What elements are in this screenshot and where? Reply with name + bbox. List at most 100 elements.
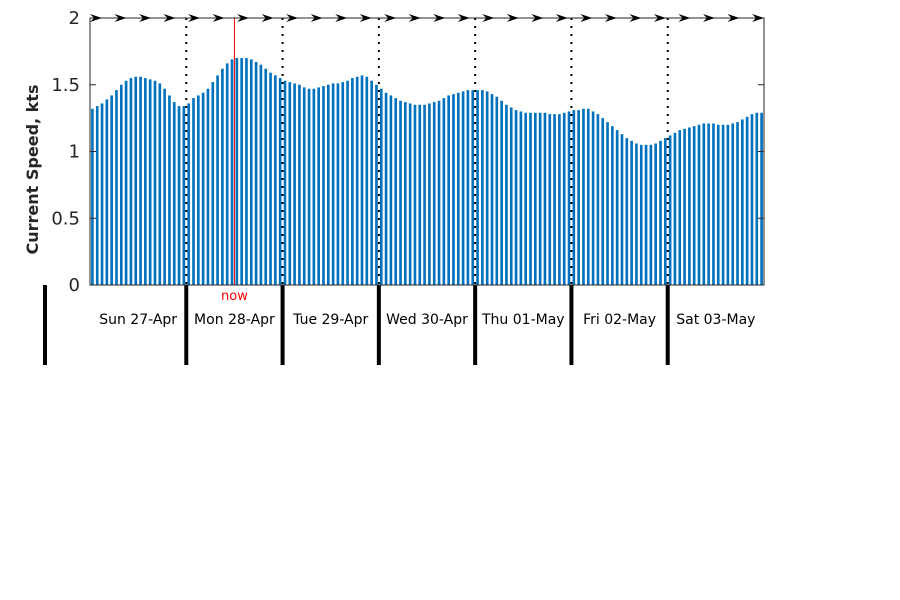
speed-bar	[408, 103, 412, 285]
speed-bar	[596, 114, 600, 286]
speed-bar	[606, 122, 609, 285]
y-tick-label: 0.5	[51, 208, 80, 229]
speed-bar	[283, 80, 287, 285]
speed-bar	[611, 126, 614, 285]
speed-bars	[91, 58, 763, 286]
speed-bar	[529, 112, 532, 285]
speed-bar	[736, 122, 739, 285]
y-axis-ticks: 0 0.5 1 1.5 2	[51, 8, 764, 296]
speed-bar	[519, 111, 523, 285]
direction-arrow	[114, 14, 127, 22]
speed-bar	[712, 123, 715, 285]
speed-bar	[172, 102, 176, 285]
speed-bar	[322, 86, 325, 285]
speed-bar	[476, 90, 479, 285]
speed-bar	[437, 100, 441, 286]
direction-arrow	[678, 14, 691, 22]
direction-arrow	[604, 14, 617, 22]
speed-bar	[509, 107, 513, 285]
speed-bar	[721, 124, 725, 285]
speed-bar	[432, 102, 436, 285]
day-label: Thu 01-May	[481, 312, 565, 328]
speed-bar	[490, 94, 494, 285]
speed-bar	[538, 112, 542, 285]
speed-bar	[307, 88, 311, 285]
y-tick-label: 1.5	[51, 75, 80, 96]
direction-arrow	[457, 14, 470, 22]
speed-bar	[360, 75, 364, 285]
speed-bar	[471, 90, 475, 285]
speed-bar	[466, 90, 470, 285]
speed-bar	[163, 88, 166, 285]
speed-bar	[326, 84, 330, 285]
speed-bar	[375, 84, 378, 285]
speed-bar	[298, 84, 301, 285]
speed-bar	[639, 144, 643, 285]
speed-bar	[495, 96, 499, 286]
speed-bar	[168, 95, 171, 286]
speed-bar	[548, 114, 552, 286]
speed-bar	[259, 64, 263, 285]
speed-bar	[413, 104, 417, 286]
speed-bar	[187, 103, 191, 285]
direction-arrow	[286, 14, 299, 22]
day-label: Tue 29-Apr	[292, 312, 368, 328]
speed-bar	[153, 80, 157, 285]
speed-bar	[644, 144, 648, 285]
speed-bar	[668, 135, 672, 285]
speed-bar	[601, 118, 605, 286]
speed-bar	[177, 106, 181, 285]
speed-bar	[288, 82, 292, 285]
speed-bar	[726, 124, 730, 285]
speed-bar	[302, 87, 306, 285]
speed-bar	[293, 83, 296, 285]
day-label: Wed 30-Apr	[386, 312, 468, 328]
speed-bar	[192, 98, 195, 285]
speed-bar	[341, 82, 345, 285]
speed-bar	[673, 132, 677, 285]
direction-arrow	[702, 14, 715, 22]
speed-bar	[654, 143, 657, 285]
speed-bar	[683, 128, 686, 285]
speed-bar	[697, 124, 701, 285]
speed-bar	[182, 106, 186, 285]
speed-bar	[707, 123, 710, 285]
direction-arrow	[580, 14, 593, 22]
speed-bar	[404, 102, 407, 285]
direction-arrow	[506, 14, 519, 22]
speed-bar	[312, 88, 316, 285]
direction-arrow	[310, 14, 323, 22]
y-axis-label: Current Speed, kts	[23, 85, 42, 255]
direction-arrow	[261, 14, 274, 22]
speed-bar	[144, 78, 147, 285]
speed-bar	[230, 59, 234, 285]
speed-bar	[139, 76, 142, 286]
direction-arrow	[90, 14, 102, 22]
y-tick-label: 1	[69, 142, 80, 163]
speed-bar	[452, 94, 455, 285]
direction-arrow	[408, 14, 421, 22]
speed-bar	[500, 100, 503, 286]
speed-bar	[370, 80, 373, 285]
speed-bar	[572, 110, 576, 285]
speed-bar	[456, 92, 460, 285]
speed-bar	[394, 98, 398, 285]
speed-bar	[254, 62, 258, 286]
speed-bar	[197, 95, 200, 286]
speed-bar	[389, 95, 393, 286]
speed-bar	[741, 119, 744, 286]
speed-bar	[278, 78, 282, 285]
direction-arrow	[482, 14, 495, 22]
direction-arrow	[384, 14, 397, 22]
direction-arrow	[188, 14, 201, 22]
direction-arrow	[531, 14, 544, 22]
speed-bar	[659, 140, 662, 285]
day-label: Fri 02-May	[583, 312, 656, 328]
direction-arrow	[237, 14, 250, 22]
day-label: Sun 27-Apr	[99, 312, 177, 328]
day-label: Mon 28-Apr	[194, 312, 275, 328]
speed-bar	[692, 126, 696, 285]
speed-bar	[110, 95, 113, 286]
direction-arrow	[433, 14, 446, 22]
day-labels: Sun 27-Apr Mon 28-Apr Tue 29-Apr Wed 30-Apr…	[99, 312, 755, 328]
